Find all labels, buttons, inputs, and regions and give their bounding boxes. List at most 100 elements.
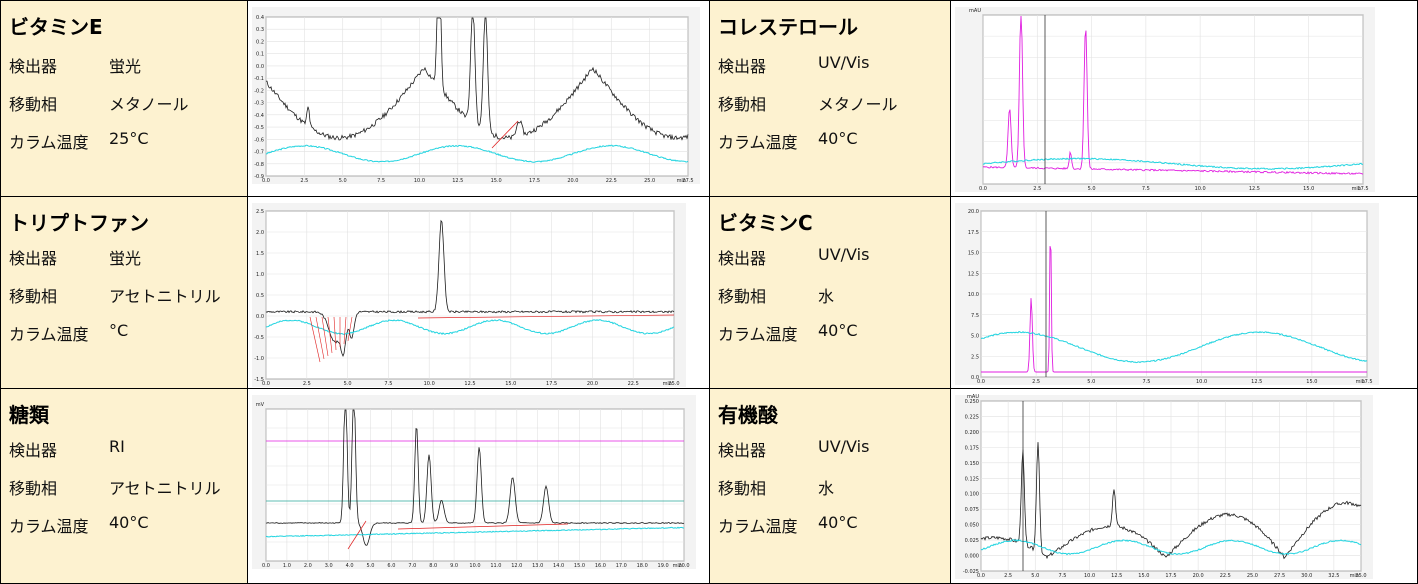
y-tick-label: 1.5 (256, 251, 264, 257)
x-tick-label: 5.0 (344, 381, 352, 387)
x-tick-label: 5.0 (1031, 573, 1039, 579)
x-tick-label: 2.5 (303, 381, 311, 387)
y-tick-label: 2.0 (256, 230, 264, 236)
x-tick-label: 30.0 (1301, 573, 1312, 579)
mobile-phase-value: アセトニトリル (109, 479, 221, 498)
x-tick-label: 17.5 (546, 381, 557, 387)
y-tick-label: 0.250 (965, 399, 979, 405)
y-tick-label: -0.7 (254, 150, 264, 156)
x-tick-label: 1.0 (283, 563, 291, 569)
x-tick-label: 16.0 (595, 563, 606, 569)
x-tick-label: 2.5 (300, 178, 308, 184)
red-baseline-segment (347, 520, 367, 550)
x-tick-label: 20.0 (678, 563, 689, 569)
x-tick-label: 6.0 (387, 563, 395, 569)
y-tick-label: 20.0 (968, 209, 979, 215)
x-tick-label: 10.0 (469, 563, 480, 569)
mobile-phase-value: メタノール (818, 95, 898, 114)
x-tick-label: 10.0 (1084, 573, 1095, 579)
y-unit-label: mV (256, 402, 265, 408)
red-integration-mark (321, 316, 329, 357)
y-tick-label: -1.0 (254, 356, 264, 362)
y-tick-label: 12.5 (968, 271, 979, 277)
chart-cell-sugars: 0.0 1.0 2.0 3.0 4.0 5.0 6.0 7.0 8.0 9.0 10.0 11.0 12… (247, 388, 710, 584)
x-tick-label: 2.5 (1004, 573, 1012, 579)
x-tick-label: 15.0 (1138, 573, 1149, 579)
x-tick-label: 20.0 (587, 381, 598, 387)
detector-value: UV/Vis (818, 437, 870, 456)
x-tick-label: 3.0 (325, 563, 333, 569)
column-temp-label: カラム温度 (718, 133, 798, 152)
chart-cell-vitamin-c: 0.0 2.5 5.0 7.5 10.0 12.5 15.0 17.5 min 20.0 17.5 1… (950, 196, 1418, 389)
x-tick-label: 7.5 (1142, 379, 1150, 385)
column-temp-label: カラム温度 (718, 325, 798, 344)
x-tick-label: 0.0 (977, 573, 985, 579)
detector-value: UV/Vis (818, 245, 870, 264)
y-tick-label: 0.175 (965, 445, 979, 451)
y-tick-label: -0.4 (254, 113, 264, 119)
y-tick-label: -1.5 (254, 377, 264, 383)
x-tick-label: 10.0 (414, 178, 425, 184)
cyan-temperature-trace (265, 144, 689, 163)
cyan-temperature-trace (265, 526, 684, 538)
column-temp-label: カラム温度 (718, 517, 798, 536)
column-temp-value: °C (109, 321, 129, 340)
x-tick-label: 7.0 (408, 563, 416, 569)
info-cell-organic-acids: 有機酸 検出器 UV/Vis 移動相 水 カラム温度 40°C (709, 388, 951, 584)
mobile-phase-value: 水 (818, 479, 835, 498)
x-unit-label: min (663, 381, 672, 387)
sample-name: トリプトファン (9, 211, 149, 235)
detector-label: 検出器 (718, 249, 767, 268)
mobile-phase-label: 移動相 (718, 287, 767, 306)
detector-label: 検出器 (9, 57, 58, 76)
x-tick-label: 32.5 (1328, 573, 1339, 579)
x-tick-label: 5.0 (1087, 379, 1095, 385)
y-tick-label: 0.000 (965, 554, 979, 560)
sample-name: ビタミンC (718, 211, 813, 235)
x-tick-label: 2.0 (304, 563, 312, 569)
y-tick-label: 2.5 (256, 209, 264, 215)
chromatogram-sugars: 0.0 1.0 2.0 3.0 4.0 5.0 6.0 7.0 8.0 9.0 10.0 11.0 12… (252, 395, 696, 569)
x-tick-label: 12.0 (511, 563, 522, 569)
y-tick-label: -0.2 (254, 88, 264, 94)
x-tick-label: 11.0 (490, 563, 501, 569)
y-tick-label: 0.200 (965, 430, 979, 436)
x-tick-label: 20.0 (1193, 573, 1204, 579)
x-tick-label: 25.0 (1247, 573, 1258, 579)
x-tick-label: 8.0 (429, 563, 437, 569)
x-tick-label: 12.5 (464, 381, 475, 387)
y-tick-label: -0.025 (963, 569, 979, 575)
y-tick-label: -0.6 (254, 137, 264, 143)
x-tick-label: 2.5 (1033, 186, 1041, 192)
column-temp-label: カラム温度 (9, 325, 89, 344)
info-cell-vitamin-e: ビタミンE 検出器 蛍光 移動相 メタノール カラム温度 25°C (0, 0, 248, 197)
y-tick-label: 10.0 (968, 292, 979, 298)
x-tick-label: 25.0 (668, 381, 679, 387)
x-tick-label: 22.5 (1220, 573, 1231, 579)
x-tick-label: 12.5 (452, 178, 463, 184)
chromatogram-vitamin-c: 0.0 2.5 5.0 7.5 10.0 12.5 15.0 17.5min20.017.51… (955, 203, 1379, 385)
x-tick-label: 15.0 (1306, 379, 1317, 385)
magenta-signal-trace (982, 15, 1364, 175)
x-tick-label: 15.0 (574, 563, 585, 569)
y-tick-label: -0.8 (254, 162, 264, 168)
column-temp-label: カラム温度 (9, 517, 89, 536)
info-cell-vitamin-c: ビタミンC 検出器 UV/Vis 移動相 水 カラム温度 40°C (709, 196, 951, 389)
y-tick-label: 0.0 (256, 64, 264, 70)
x-tick-label: 27.5 (682, 178, 693, 184)
chromatogram-tryptophan: 0.0 2.5 5.0 7.5 10.0 12.5 15.0 17.5 20.0 22.5 25.0… (252, 203, 686, 387)
x-unit-label: min (1356, 379, 1365, 385)
x-tick-label: 17.5 (529, 178, 540, 184)
detector-label: 検出器 (718, 441, 767, 460)
x-tick-label: 17.0 (616, 563, 627, 569)
magenta-signal-trace (981, 245, 1367, 373)
column-temp-value: 40°C (818, 513, 858, 532)
sample-name: 糖類 (9, 403, 49, 427)
detector-value: UV/Vis (818, 53, 870, 72)
x-tick-label: 0.0 (977, 379, 985, 385)
y-unit-label: mAU (969, 8, 981, 14)
column-temp-value: 40°C (818, 129, 858, 148)
x-tick-label: 7.5 (384, 381, 392, 387)
chromatogram-vitamin-e: 0.0 2.5 5.0 7.5 10.0 12.5 15.0 17.5 20.0 22.5 25.0… (252, 7, 700, 184)
